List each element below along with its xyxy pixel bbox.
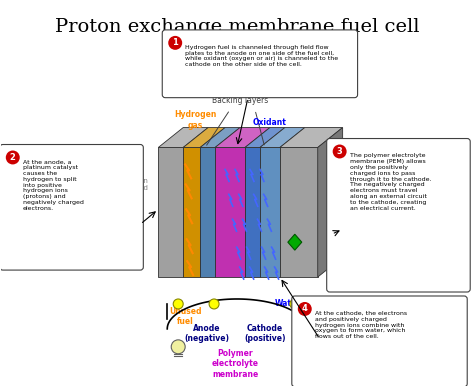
Circle shape [333,144,346,158]
Text: Cathode
(positive): Cathode (positive) [244,324,286,343]
Circle shape [209,299,219,309]
Text: Hydrogen
gas: Hydrogen gas [174,110,216,130]
Text: Oxidant: Oxidant [253,118,287,127]
Polygon shape [158,128,208,147]
Circle shape [171,340,185,354]
Polygon shape [245,128,285,147]
Text: 3: 3 [337,147,343,156]
Text: Oxidant
flow field: Oxidant flow field [355,168,386,181]
Text: Hydrogen
flow field: Hydrogen flow field [114,178,148,191]
Polygon shape [280,147,318,277]
Text: 4: 4 [302,305,308,313]
Circle shape [168,36,182,50]
Text: Unused
fuel: Unused fuel [169,307,201,326]
Text: At the cathode, the electrons
and positively charged
hydrogen ions combine with
: At the cathode, the electrons and positi… [315,311,407,339]
Text: At the anode, a
platinum catalyst
causes the
hydrogen to split
into positive
hyd: At the anode, a platinum catalyst causes… [23,159,83,211]
Polygon shape [200,128,240,147]
Text: Water: Water [275,300,301,308]
FancyBboxPatch shape [292,296,467,387]
Text: Proton exchange membrane fuel cell: Proton exchange membrane fuel cell [55,18,419,36]
Polygon shape [288,234,302,250]
Circle shape [290,299,300,309]
Polygon shape [280,128,343,147]
FancyBboxPatch shape [162,30,357,98]
Polygon shape [183,128,225,147]
Circle shape [6,151,20,164]
FancyBboxPatch shape [0,144,143,270]
Polygon shape [158,147,183,277]
Circle shape [298,302,312,316]
FancyBboxPatch shape [327,139,470,292]
Text: Polymer
electrolyte
membrane: Polymer electrolyte membrane [211,349,258,378]
Text: Hydrogen fuel is channeled through field flow
plates to the anode on one side of: Hydrogen fuel is channeled through field… [185,45,338,67]
Text: Anode
(negative): Anode (negative) [184,324,229,343]
Text: 2: 2 [10,153,16,162]
Polygon shape [215,147,245,277]
Polygon shape [245,147,260,277]
Polygon shape [318,128,343,277]
Text: The polymer electrolyte
membrane (PEM) allows
only the positively
charged ions t: The polymer electrolyte membrane (PEM) a… [350,154,431,211]
Polygon shape [183,147,200,277]
Polygon shape [260,147,280,277]
Polygon shape [215,128,270,147]
Text: 1: 1 [172,38,178,47]
Polygon shape [200,147,215,277]
Circle shape [173,299,183,309]
Text: Backing layers: Backing layers [212,96,268,104]
Polygon shape [260,128,305,147]
